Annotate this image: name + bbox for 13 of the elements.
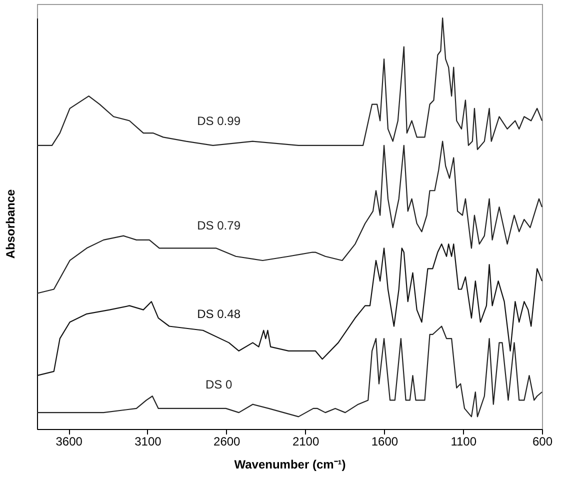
series-label: DS 0.79 bbox=[197, 218, 241, 232]
x-tick-label: 3100 bbox=[134, 434, 162, 448]
x-axis-title: Wavenumber (cm⁻¹) bbox=[234, 458, 346, 472]
series-label: DS 0.99 bbox=[197, 114, 241, 128]
x-tick-label: 3600 bbox=[56, 434, 83, 448]
x-tick-label: 1100 bbox=[450, 434, 477, 448]
y-axis-title: Absorbance bbox=[4, 189, 18, 259]
series-label: DS 0 bbox=[205, 377, 232, 392]
x-tick-label: 2100 bbox=[292, 434, 320, 448]
x-tick-label: 2600 bbox=[214, 434, 241, 448]
series-label: DS 0.48 bbox=[197, 306, 241, 321]
x-tick-label: 600 bbox=[532, 434, 553, 448]
x-tick-label: 1600 bbox=[371, 434, 398, 448]
